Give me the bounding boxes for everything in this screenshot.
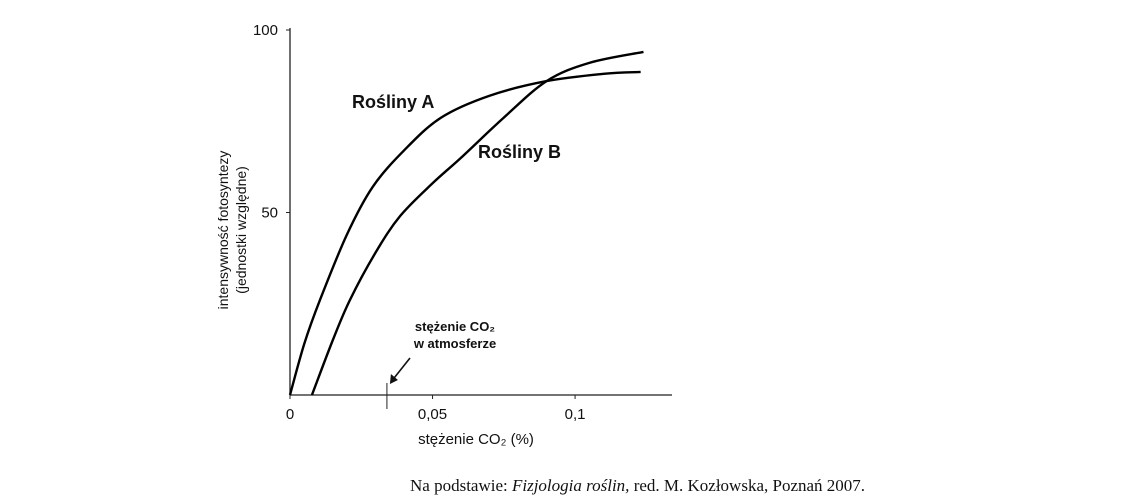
- series-line: [288, 70, 641, 396]
- source-title: Fizjologia roślin,: [511, 476, 630, 495]
- annotation: stężenie CO₂: [415, 319, 495, 334]
- source: Na podstawie: Fizjologia roślin, red. M.…: [410, 476, 865, 496]
- series-line: [310, 50, 644, 396]
- y-tick-label: 100: [253, 22, 278, 39]
- x-tick-label: 0,1: [565, 406, 586, 423]
- arrow-head: [389, 374, 398, 384]
- y-tick-label: 50: [261, 205, 278, 222]
- x-axis-title: stężenie CO₂ (%): [418, 431, 534, 448]
- source-rest: red. M. Kozłowska, Poznań 2007.: [629, 476, 866, 495]
- chart: stężenie CO₂ (%) intensywność fotosyntez…: [215, 22, 672, 448]
- series-label: Rośliny B: [478, 142, 561, 162]
- y-axis-title: (jednostki względne): [233, 166, 249, 294]
- x-tick-label: 0: [286, 406, 294, 423]
- series-label: Rośliny A: [352, 92, 434, 112]
- x-tick-label: 0,05: [418, 406, 447, 423]
- source-prefix: Na podstawie:: [410, 476, 512, 495]
- annotation: w atmosferze: [413, 336, 496, 351]
- y-axis-title: intensywność fotosyntezy: [215, 151, 231, 310]
